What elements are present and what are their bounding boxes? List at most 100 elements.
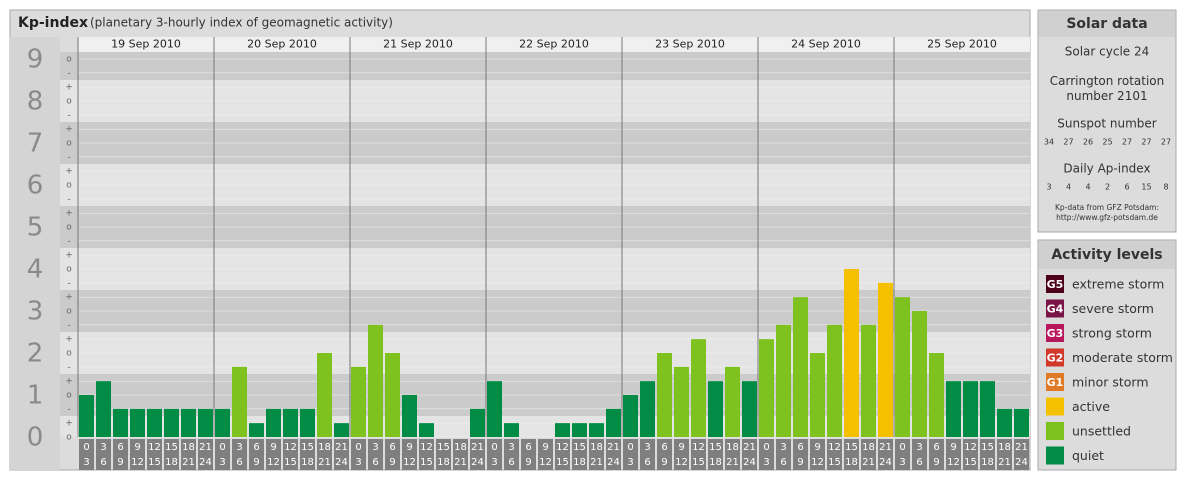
bar: [317, 353, 332, 437]
interval-cell: [351, 439, 366, 470]
interval-end: 3: [627, 457, 633, 468]
interval-end: 18: [573, 457, 586, 468]
interval-start: 18: [862, 442, 875, 453]
bar: [623, 395, 638, 437]
interval-end: 6: [644, 457, 650, 468]
interval-start: 0: [219, 442, 225, 453]
minor-tick-label: o: [66, 181, 72, 191]
interval-cell: [555, 439, 570, 470]
interval-start: 6: [117, 442, 123, 453]
x-tick-label: 20 Sep 2010: [247, 38, 317, 51]
legend-swatch: [1046, 324, 1064, 342]
interval-end: 21: [318, 457, 331, 468]
minor-tick-label: o: [66, 223, 72, 233]
legend-label: severe storm: [1072, 301, 1154, 316]
interval-end: 24: [1015, 457, 1028, 468]
interval-cell: [164, 439, 179, 470]
interval-cell: [419, 439, 434, 470]
interval-cell: [929, 439, 944, 470]
interval-start: 15: [981, 442, 994, 453]
interval-cell: [385, 439, 400, 470]
interval-cell: [980, 439, 995, 470]
minor-tick-label: +: [65, 167, 73, 177]
interval-cell: [623, 439, 638, 470]
minor-tick-label: o: [66, 349, 72, 359]
interval-cell: [402, 439, 417, 470]
interval-end: 9: [389, 457, 395, 468]
sunspot-value: 26: [1083, 138, 1093, 147]
interval-cell: [317, 439, 332, 470]
interval-start: 12: [692, 442, 705, 453]
carrington-line: number 2101: [1066, 89, 1147, 103]
solar-panel: [1037, 9, 1177, 233]
legend-label: active: [1072, 399, 1110, 414]
interval-cell: [96, 439, 111, 470]
interval-start: 6: [525, 442, 531, 453]
interval-start: 12: [420, 442, 433, 453]
interval-start: 15: [845, 442, 858, 453]
interval-cell: [657, 439, 672, 470]
interval-cell: [130, 439, 145, 470]
carrington-line: Carrington rotation: [1050, 74, 1164, 88]
y-tick-label: 9: [27, 45, 44, 75]
legend-swatch: [1046, 422, 1064, 440]
bar: [572, 423, 587, 437]
bar: [113, 408, 128, 437]
sunspot-value: 34: [1044, 138, 1054, 147]
sunspot-title: Sunspot number: [1057, 117, 1156, 131]
interval-start: 21: [607, 442, 620, 453]
interval-start: 3: [236, 442, 242, 453]
interval-end: 18: [165, 457, 178, 468]
interval-cell: [487, 439, 502, 470]
y-tick-label: 2: [27, 339, 44, 369]
minor-tick-label: o: [66, 391, 72, 401]
interval-cell: [861, 439, 876, 470]
x-tick-label: 24 Sep 2010: [791, 38, 861, 51]
interval-start: 0: [627, 442, 633, 453]
bar: [215, 408, 230, 437]
interval-cell: [708, 439, 723, 470]
interval-start: 9: [134, 442, 140, 453]
interval-cell: [249, 439, 264, 470]
bar: [402, 395, 417, 437]
bar: [130, 408, 145, 437]
interval-cell: [147, 439, 162, 470]
interval-end: 15: [148, 457, 161, 468]
legend-label: minor storm: [1072, 375, 1149, 390]
x-tick-label: 22 Sep 2010: [519, 38, 589, 51]
solar-title: Solar data: [1066, 16, 1147, 32]
interval-start: 0: [899, 442, 905, 453]
minor-tick-label: -: [67, 194, 70, 204]
x-tick-label: 21 Sep 2010: [383, 38, 453, 51]
legend-label: moderate storm: [1072, 350, 1173, 365]
interval-start: 3: [644, 442, 650, 453]
bar: [334, 423, 349, 437]
bar: [283, 408, 298, 437]
legend-swatch: [1046, 446, 1064, 465]
solar-title-band: [1039, 11, 1175, 37]
kp-label-column: [10, 37, 60, 470]
interval-start: 6: [797, 442, 803, 453]
activity-title: Activity levels: [1051, 247, 1162, 263]
interval-cell: [606, 439, 621, 470]
bar: [606, 408, 621, 437]
interval-start: 18: [318, 442, 331, 453]
interval-end: 12: [811, 457, 824, 468]
x-tick-label: 19 Sep 2010: [111, 38, 181, 51]
bar: [827, 324, 842, 437]
interval-end: 21: [454, 457, 467, 468]
interval-cell: [504, 439, 519, 470]
interval-end: 9: [525, 457, 531, 468]
chart-title: Kp-index: [18, 15, 88, 31]
kp-band: [60, 52, 1030, 81]
bar: [504, 423, 519, 437]
minor-tick-label: +: [65, 419, 73, 429]
interval-end: 18: [437, 457, 450, 468]
interval-end: 3: [763, 457, 769, 468]
y-tick-label: 7: [27, 129, 44, 159]
interval-cell: [470, 439, 485, 470]
bar: [946, 381, 961, 437]
interval-end: 15: [828, 457, 841, 468]
interval-end: 24: [199, 457, 212, 468]
legend-swatch: [1046, 397, 1064, 416]
